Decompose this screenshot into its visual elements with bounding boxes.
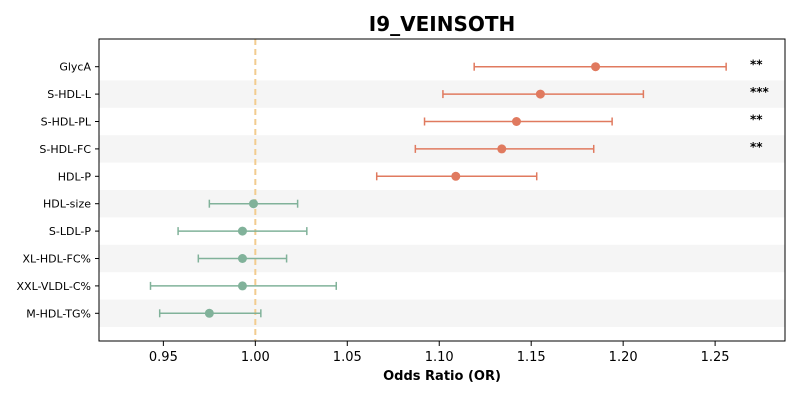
- point-estimate: [237, 281, 247, 291]
- point-estimate: [591, 62, 601, 72]
- x-tick-label: 0.95: [149, 350, 178, 365]
- x-tick-label: 1.05: [333, 350, 362, 365]
- x-tick-label: 1.15: [517, 350, 546, 365]
- point-estimate: [237, 254, 247, 263]
- chart-title: I9_VEINSOTH: [369, 12, 515, 36]
- x-axis: 0.95 1.00 1.05 1.10 1.15 1.20 1.25: [149, 341, 730, 365]
- y-tick-label: HDL-P: [58, 170, 92, 183]
- y-tick-label: S-HDL-PL: [41, 116, 92, 129]
- row-band: [99, 80, 785, 108]
- point-estimate: [535, 89, 545, 99]
- point-estimate: [204, 308, 214, 318]
- x-tick-label: 1.00: [241, 350, 270, 365]
- significance-marker: ***: [750, 85, 770, 99]
- y-tick-label: S-HDL-L: [47, 88, 92, 101]
- point-estimate: [451, 171, 461, 181]
- y-tick-label: XXL-VLDL-C%: [17, 280, 92, 293]
- x-axis-label: Odds Ratio (OR): [383, 369, 501, 384]
- significance-marker: **: [750, 58, 763, 72]
- x-tick-label: 1.25: [701, 350, 730, 365]
- y-tick-label: S-LDL-P: [49, 225, 91, 238]
- row-bands: [99, 80, 785, 327]
- y-axis-labels: GlycA S-HDL-L S-HDL-PL S-HDL-FC HDL-P HDL-siz…: [17, 61, 99, 320]
- x-tick-label: 1.20: [609, 350, 638, 365]
- y-tick-label: HDL-size: [43, 198, 91, 211]
- point-estimates: [204, 62, 601, 318]
- point-estimate: [511, 117, 521, 126]
- plot-frame: [98, 38, 786, 342]
- y-tick-label: M-HDL-TG%: [26, 307, 91, 320]
- row-band: [99, 190, 785, 218]
- y-tick-label: S-HDL-FC: [39, 143, 91, 156]
- significance-markers: *********: [750, 58, 770, 154]
- point-estimate: [497, 144, 507, 154]
- significance-marker: **: [750, 140, 763, 154]
- y-tick-label: GlycA: [59, 61, 91, 74]
- significance-marker: **: [750, 113, 763, 127]
- point-estimate: [248, 199, 258, 209]
- point-estimate: [237, 226, 247, 236]
- x-tick-label: 1.10: [425, 350, 454, 365]
- y-tick-label: XL-HDL-FC%: [22, 253, 91, 266]
